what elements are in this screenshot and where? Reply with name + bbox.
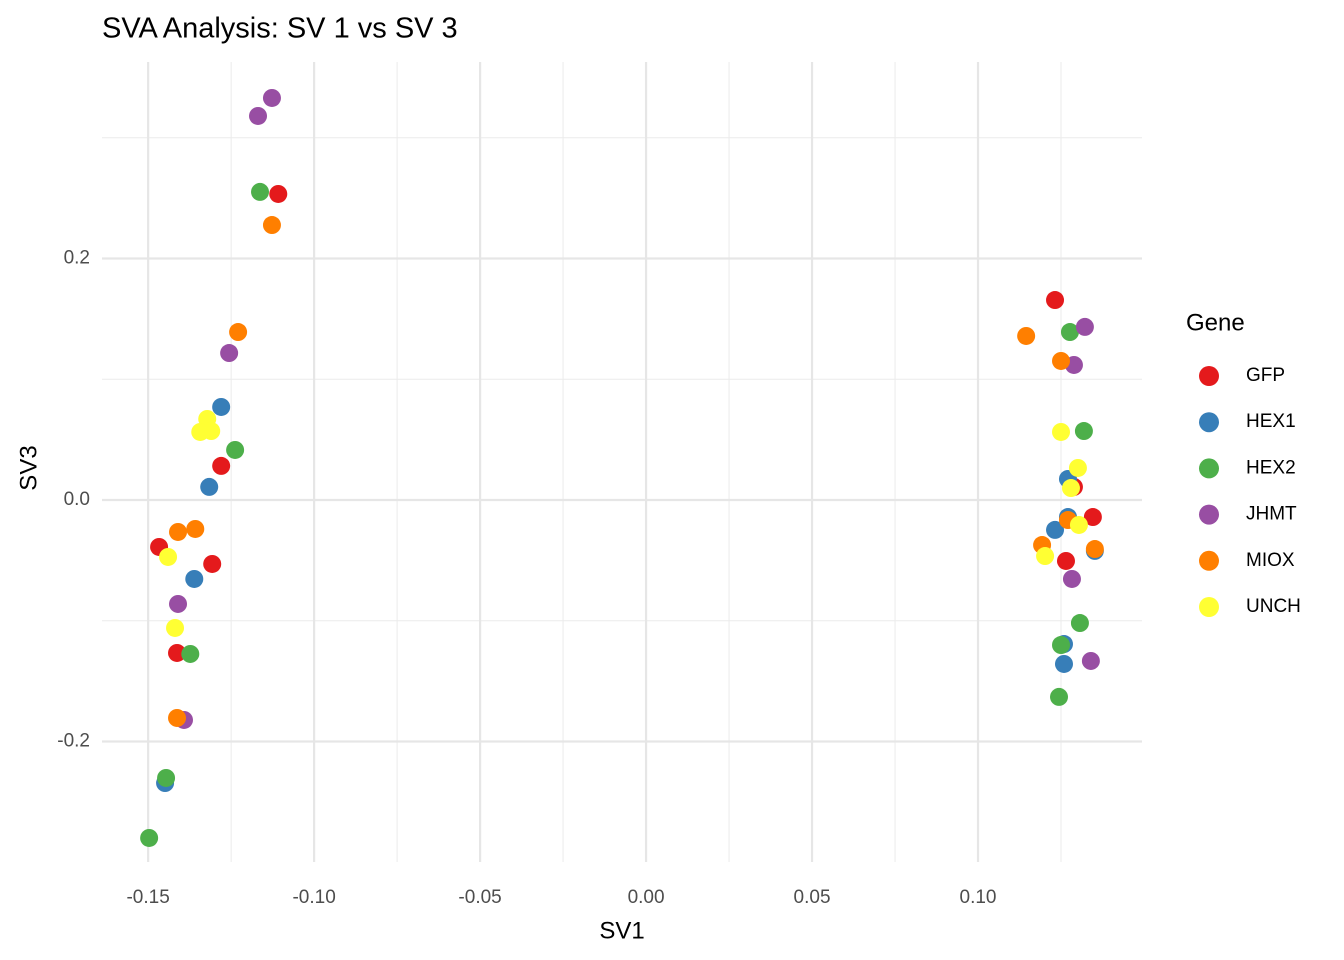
legend-label: UNCH [1246,596,1301,617]
point [1081,651,1100,670]
series [156,397,1104,793]
point [1068,458,1087,477]
point [202,422,221,441]
x-tick-label: -0.15 [126,887,169,908]
point [220,344,239,363]
point [269,184,288,203]
point [168,643,187,662]
y-tick-label: -0.2 [57,731,90,752]
point [251,182,270,201]
point [1060,323,1079,342]
point [1056,551,1075,570]
y-axis-title: SV3 [15,445,42,490]
point [1070,614,1089,633]
point [168,708,187,727]
legend-label: HEX1 [1246,411,1296,432]
legend-swatch [1199,366,1219,386]
legend-swatch [1199,458,1219,479]
point [185,569,204,588]
legend-swatch [1199,597,1219,617]
legend-swatch [1199,412,1219,433]
point [262,88,281,107]
legend-label: JHMT [1246,504,1297,525]
series [140,182,1093,847]
legend-label: HEX2 [1246,457,1296,478]
legend-swatch [1199,550,1219,571]
series [159,409,1088,637]
point [226,440,245,459]
point [159,547,178,566]
point [212,456,231,475]
legend-label: GFP [1246,365,1285,386]
point [181,644,200,663]
point [1050,687,1069,706]
point [1052,636,1071,655]
point [1069,515,1088,534]
point [249,106,268,125]
point [1083,508,1102,527]
y-tick-label: 0.0 [64,489,90,510]
x-axis-title: SV1 [599,917,644,944]
point [1046,520,1065,539]
point [1036,547,1055,566]
point [1062,569,1081,588]
point [229,323,248,342]
point [203,554,222,573]
x-tick-label: 0.05 [794,887,831,908]
point [262,216,281,235]
legend-swatch [1199,504,1219,525]
x-tick-label: 0.10 [960,887,997,908]
point [169,522,188,541]
point [169,594,188,613]
legend-title: Gene [1186,309,1245,336]
x-tick-label: -0.05 [458,887,501,908]
chart-title: SVA Analysis: SV 1 vs SV 3 [102,13,458,45]
point [212,397,231,416]
point [1054,654,1073,673]
grid [102,62,1142,862]
x-tick-label: -0.10 [292,887,335,908]
point [1052,422,1071,441]
point [1017,326,1036,345]
point [1075,317,1094,336]
point [1046,291,1065,310]
x-tick-label: 0.00 [628,887,665,908]
legend: Gene GFP HEX1 HEX2 JHMT MIOX UNCH [1186,309,1301,617]
series [150,184,1102,662]
point [1061,479,1080,498]
point [140,828,159,847]
point [186,519,205,538]
y-tick-label: 0.2 [64,247,90,268]
point [1074,422,1093,441]
point [1052,351,1071,370]
legend-label: MIOX [1246,550,1295,571]
point [166,618,185,637]
point [157,768,176,787]
series [169,88,1100,729]
point [1085,540,1104,559]
series [168,216,1104,727]
point [200,477,219,496]
